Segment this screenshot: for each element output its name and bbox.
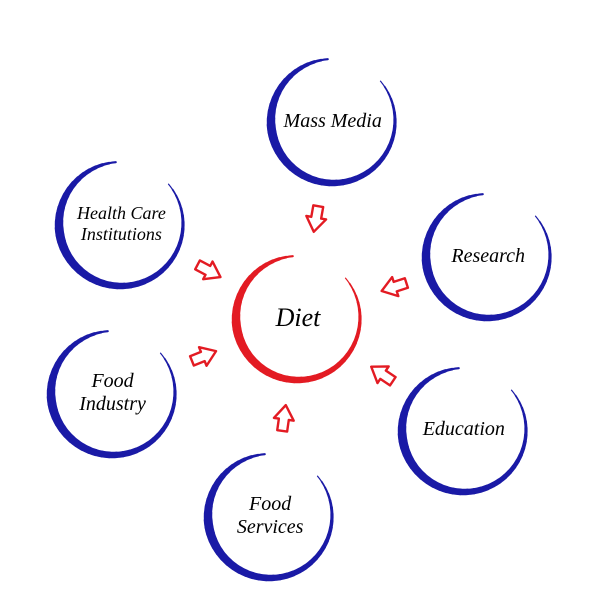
arrow-icon xyxy=(185,338,224,374)
outer-node-health-care: Health Care Institutions xyxy=(47,150,195,298)
outer-node-food-svc-label: Food Services xyxy=(237,493,304,539)
outer-node-food-ind: Food Industry xyxy=(39,319,187,467)
arrow-icon xyxy=(375,269,413,304)
outer-node-education: Education xyxy=(390,356,538,504)
outer-node-health-care-label: Health Care Institutions xyxy=(77,203,166,244)
outer-node-food-ind-label: Food Industry xyxy=(79,370,146,416)
outer-node-research: Research xyxy=(414,182,562,330)
arrow-icon xyxy=(269,400,299,435)
center-node-diet-label: Diet xyxy=(276,303,321,333)
outer-node-mass-media-label: Mass Media xyxy=(284,110,382,133)
diet-influences-diagram: Diet Mass Media Research Education Food Serv… xyxy=(0,0,596,600)
outer-node-mass-media: Mass Media xyxy=(259,47,407,195)
arrow-icon xyxy=(300,201,331,237)
outer-node-education-label: Education xyxy=(423,418,505,441)
outer-node-food-svc: Food Services xyxy=(196,442,344,590)
center-node-diet: Diet xyxy=(224,244,372,392)
outer-node-research-label: Research xyxy=(451,245,525,268)
